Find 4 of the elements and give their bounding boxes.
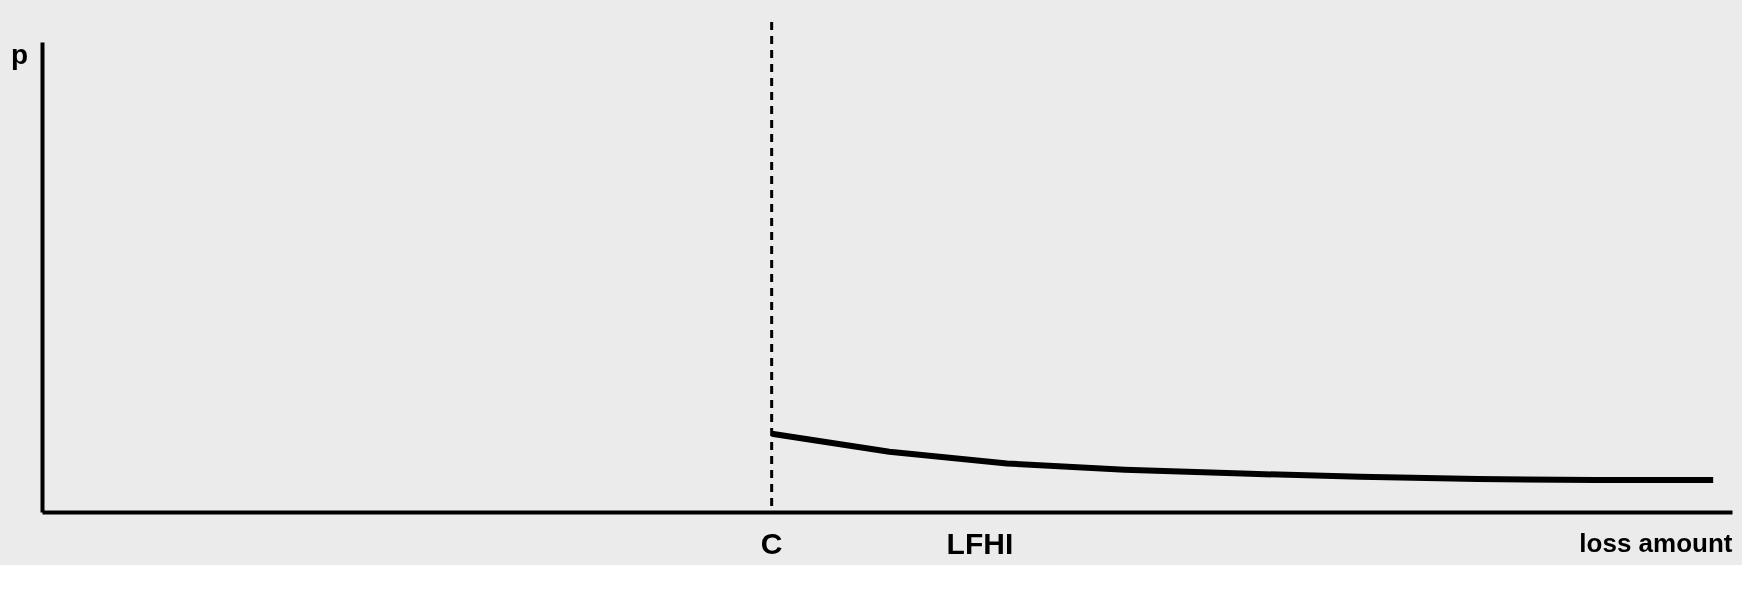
x-axis-title: loss amount (1579, 527, 1733, 558)
text: LFHI (946, 527, 1014, 560)
text: C (760, 527, 783, 560)
text: p (10, 39, 28, 70)
